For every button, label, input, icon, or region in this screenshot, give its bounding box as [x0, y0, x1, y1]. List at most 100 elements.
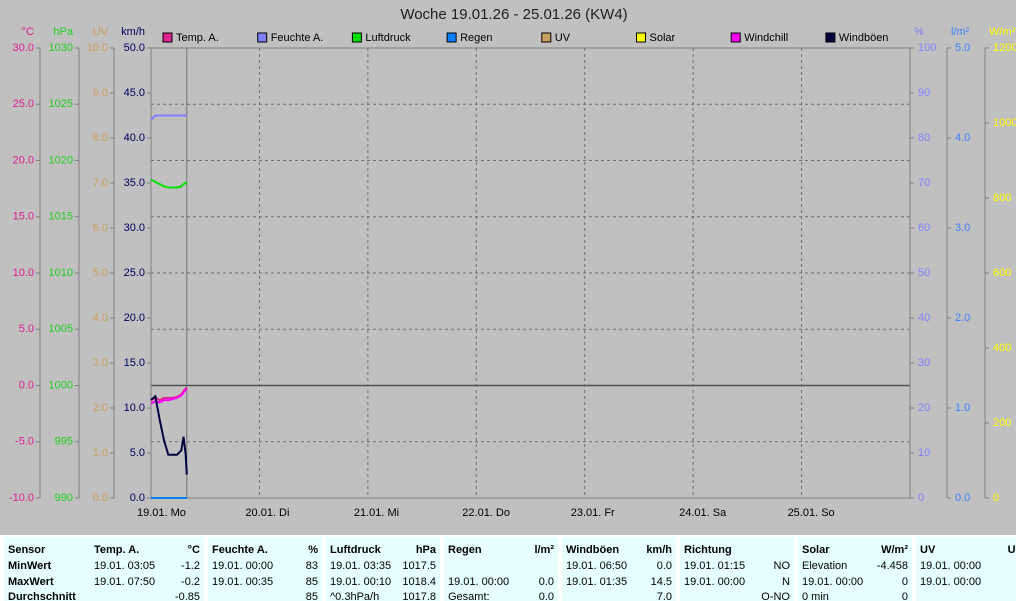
cell-value: 0.0	[539, 576, 554, 588]
axis-title: W/m²	[989, 26, 1016, 38]
cell-value: 85	[306, 591, 318, 601]
legend-swatch	[636, 32, 646, 43]
cell-text: Durchschnitt	[8, 591, 76, 601]
y-tick-label: 600	[993, 267, 1011, 279]
y-tick-label: 25.0	[13, 98, 34, 110]
y-tick-label: 1025	[49, 98, 73, 110]
y-tick-label: 1010	[49, 267, 73, 279]
column-header: Regen	[448, 544, 482, 556]
table-cell	[208, 537, 322, 601]
legend-label: Luftdruck	[365, 32, 411, 44]
table-cell	[798, 537, 912, 601]
y-tick-label: 0	[993, 492, 999, 504]
y-tick-label: -10.0	[9, 492, 34, 504]
legend-label: Solar	[650, 32, 676, 44]
axis-title: km/h	[121, 26, 145, 38]
column-unit: °C	[188, 544, 200, 556]
table-cell	[444, 537, 558, 601]
cell-value: NO	[774, 560, 791, 572]
y-tick-label: 200	[993, 417, 1011, 429]
y-tick-label: 0	[918, 492, 924, 504]
cell-text: Elevation	[802, 560, 847, 572]
cell-value: 0	[902, 576, 908, 588]
y-tick-label: 50	[918, 267, 930, 279]
y-tick-label: 4.0	[93, 312, 108, 324]
y-tick-label: 10	[918, 447, 930, 459]
cell-value: 7.0	[657, 591, 672, 601]
y-tick-label: 0.0	[955, 492, 970, 504]
cell-text: 19.01. 03:05	[94, 560, 155, 572]
series-line	[150, 394, 188, 475]
column-unit: hPa	[416, 544, 437, 556]
cell-value: 14.5	[651, 576, 672, 588]
cell-text: 19.01. 00:10	[330, 576, 391, 588]
y-tick-label: 0.0	[130, 492, 145, 504]
legend-swatch	[162, 32, 173, 43]
column-header: Feuchte A.	[212, 544, 268, 556]
y-tick-label: 50.0	[124, 42, 145, 54]
y-tick-label: 2.0	[93, 402, 108, 414]
y-tick-label: 90	[918, 87, 930, 99]
cell-text: 19.01. 01:35	[566, 576, 627, 588]
x-tick-label: 24.01. Sa	[679, 507, 727, 519]
series-line	[150, 388, 188, 405]
y-tick-label: 20	[918, 402, 930, 414]
cell-value: 83	[306, 560, 318, 572]
cell-text: 19.01. 00:00	[802, 576, 863, 588]
axis-title: hPa	[53, 26, 73, 38]
cell-text: Gesamt:	[448, 591, 490, 601]
cell-value: -0.85	[175, 591, 200, 601]
cell-text: 19.01. 00:00	[212, 560, 273, 572]
y-tick-label: 35.0	[124, 177, 145, 189]
table-cell	[680, 537, 794, 601]
x-tick-label: 20.01. Di	[245, 507, 289, 519]
axis-title: UV	[93, 26, 109, 38]
table-cell	[90, 537, 204, 601]
cell-text: MinWert	[8, 560, 52, 572]
axis-title: %	[914, 26, 924, 38]
y-tick-label: 15.0	[13, 211, 34, 223]
column-unit: UV-	[1008, 544, 1016, 556]
chart-title: Woche 19.01.26 - 25.01.26 (KW4)	[400, 6, 627, 23]
y-tick-label: 1.0	[955, 402, 970, 414]
y-tick-label: 30.0	[124, 222, 145, 234]
y-tick-label: 1015	[49, 211, 73, 223]
column-header: UV	[920, 544, 936, 556]
cell-value: 1017.8	[402, 591, 436, 601]
cell-text: 19.01. 00:00	[684, 576, 745, 588]
y-tick-label: 9.0	[93, 87, 108, 99]
y-tick-label: 10.0	[87, 42, 108, 54]
y-tick-label: 3.0	[93, 357, 108, 369]
legend-label: Feuchte A.	[271, 32, 324, 44]
x-tick-label: 23.01. Fr	[571, 507, 615, 519]
y-tick-label: 10.0	[124, 402, 145, 414]
cell-text: 19.01. 07:50	[94, 576, 155, 588]
cell-value: 85	[306, 576, 318, 588]
y-tick-label: 5.0	[955, 42, 970, 54]
legend-label: Regen	[460, 32, 492, 44]
cell-value: -4.458	[877, 560, 908, 572]
y-tick-label: 995	[55, 436, 73, 448]
y-tick-label: 1200	[993, 42, 1016, 54]
legend-label: Temp. A.	[176, 32, 219, 44]
y-tick-label: 0.0	[93, 492, 108, 504]
cell-text: 19.01. 00:00	[448, 576, 509, 588]
y-tick-label: 5.0	[130, 447, 145, 459]
cell-text: 0 min	[802, 591, 829, 601]
y-tick-label: 1000	[49, 379, 73, 391]
y-tick-label: 6.0	[93, 222, 108, 234]
cell-text: 19.01. 06:50	[566, 560, 627, 572]
column-unit: W/m²	[881, 544, 908, 556]
y-tick-label: 1000	[993, 117, 1016, 129]
column-header: Temp. A.	[94, 544, 139, 556]
y-tick-label: 20.0	[13, 154, 34, 166]
y-tick-label: 15.0	[124, 357, 145, 369]
cell-text: 19.01. 00:35	[212, 576, 273, 588]
y-tick-label: -5.0	[15, 436, 34, 448]
table-cell	[916, 537, 1016, 601]
cell-value: -1.2	[181, 560, 200, 572]
cell-value: 0.0	[657, 560, 672, 572]
y-tick-label: 40	[918, 312, 930, 324]
cell-text: 19.01. 00:00	[920, 576, 981, 588]
